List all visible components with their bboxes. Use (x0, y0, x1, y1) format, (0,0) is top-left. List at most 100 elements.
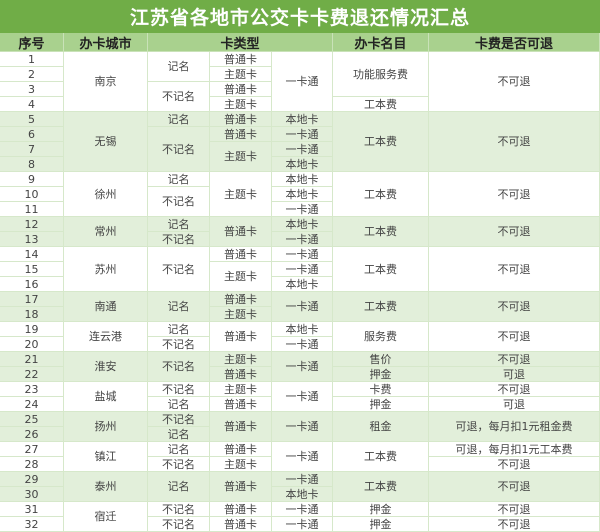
refundable-cell: 不可退 (429, 292, 600, 322)
seq-cell: 10 (0, 187, 64, 202)
table-title: 江苏省各地市公交卡卡费退还情况汇总 (0, 0, 600, 33)
card-kind-cell: 普通卡 (210, 52, 272, 67)
city-cell: 徐州 (64, 172, 148, 217)
registration-cell: 不记名 (148, 337, 210, 352)
registration-cell: 记名 (148, 427, 210, 442)
fee-item-cell: 工本费 (333, 292, 429, 322)
header-seq: 序号 (0, 33, 64, 52)
network-cell: 一卡通 (272, 472, 333, 487)
seq-cell: 26 (0, 427, 64, 442)
seq-cell: 27 (0, 442, 64, 457)
registration-cell: 记名 (148, 292, 210, 322)
network-cell: 本地卡 (272, 217, 333, 232)
fee-item-cell: 服务费 (333, 322, 429, 352)
network-cell: 一卡通 (272, 412, 333, 442)
table-grid: 序号 办卡城市 卡类型 办卡名目 卡费是否可退 1 2 3 4 5 6 7 8 9 10 11 12 1… (0, 33, 600, 532)
fee-item-cell: 租金 (333, 412, 429, 442)
card-kind-cell: 普通卡 (210, 517, 272, 532)
registration-cell: 记名 (148, 172, 210, 187)
registration-cell: 不记名 (148, 502, 210, 517)
card-kind-cell: 普通卡 (210, 127, 272, 142)
registration-cell: 记名 (148, 397, 210, 412)
network-cell: 一卡通 (272, 292, 333, 322)
city-cell: 常州 (64, 217, 148, 247)
registration-cell: 不记名 (148, 247, 210, 292)
card-kind-cell: 普通卡 (210, 82, 272, 97)
refundable-cell: 不可退 (429, 322, 600, 352)
card-kind-cell: 主题卡 (210, 352, 272, 367)
seq-cell: 5 (0, 112, 64, 127)
registration-cell: 不记名 (148, 412, 210, 427)
card-kind-cell: 普通卡 (210, 247, 272, 262)
card-kind-cell: 主题卡 (210, 262, 272, 292)
refundable-cell: 不可退 (429, 457, 600, 472)
network-cell: 本地卡 (272, 157, 333, 172)
city-cell: 无锡 (64, 112, 148, 172)
city-cell: 盐城 (64, 382, 148, 412)
refundable-cell: 不可退 (429, 352, 600, 367)
network-cell: 本地卡 (272, 322, 333, 337)
network-cell: 一卡通 (272, 262, 333, 277)
registration-cell: 记名 (148, 52, 210, 82)
registration-cell: 不记名 (148, 352, 210, 382)
seq-cell: 3 (0, 82, 64, 97)
city-cell: 宿迁 (64, 502, 148, 532)
card-kind-cell: 普通卡 (210, 322, 272, 352)
network-cell: 一卡通 (272, 52, 333, 112)
fee-item-cell: 工本费 (333, 172, 429, 217)
fee-item-cell: 押金 (333, 502, 429, 517)
network-cell: 一卡通 (272, 142, 333, 157)
fee-item-cell: 功能服务费 (333, 52, 429, 97)
network-cell: 一卡通 (272, 442, 333, 472)
seq-cell: 6 (0, 127, 64, 142)
header-fee-item: 办卡名目 (333, 33, 429, 52)
refundable-cell: 不可退 (429, 112, 600, 172)
registration-cell: 不记名 (148, 517, 210, 532)
registration-cell: 不记名 (148, 82, 210, 112)
network-cell: 一卡通 (272, 202, 333, 217)
network-cell: 一卡通 (272, 502, 333, 517)
card-kind-cell: 普通卡 (210, 412, 272, 442)
refundable-cell: 不可退 (429, 247, 600, 292)
fee-item-cell: 售价 (333, 352, 429, 367)
seq-cell: 9 (0, 172, 64, 187)
refundable-cell: 不可退 (429, 472, 600, 502)
registration-cell: 记名 (148, 112, 210, 127)
seq-cell: 4 (0, 97, 64, 112)
refundable-cell: 不可退 (429, 52, 600, 112)
card-kind-cell: 普通卡 (210, 442, 272, 457)
network-cell: 一卡通 (272, 232, 333, 247)
fee-item-cell: 工本费 (333, 247, 429, 292)
seq-cell: 23 (0, 382, 64, 397)
card-kind-cell: 主题卡 (210, 97, 272, 112)
network-cell: 一卡通 (272, 247, 333, 262)
fee-item-cell: 工本费 (333, 217, 429, 247)
refundable-cell: 可退 (429, 367, 600, 382)
network-cell: 一卡通 (272, 337, 333, 352)
refundable-cell: 可退，每月扣1元租金费 (429, 412, 600, 442)
network-cell: 一卡通 (272, 352, 333, 382)
card-kind-cell: 主题卡 (210, 172, 272, 217)
seq-cell: 7 (0, 142, 64, 157)
network-cell: 一卡通 (272, 127, 333, 142)
network-cell: 一卡通 (272, 382, 333, 412)
seq-cell: 15 (0, 262, 64, 277)
card-kind-cell: 普通卡 (210, 472, 272, 502)
card-kind-cell: 主题卡 (210, 142, 272, 172)
seq-cell: 13 (0, 232, 64, 247)
card-kind-cell: 普通卡 (210, 292, 272, 307)
refundable-cell: 可退，每月扣1元工本费 (429, 442, 600, 457)
seq-cell: 20 (0, 337, 64, 352)
fee-item-cell: 卡费 (333, 382, 429, 397)
card-kind-cell: 普通卡 (210, 502, 272, 517)
fee-item-cell: 押金 (333, 397, 429, 412)
seq-cell: 22 (0, 367, 64, 382)
fee-item-cell: 工本费 (333, 442, 429, 472)
network-cell: 本地卡 (272, 112, 333, 127)
network-cell: 本地卡 (272, 487, 333, 502)
card-kind-cell: 主题卡 (210, 382, 272, 397)
city-cell: 淮安 (64, 352, 148, 382)
card-kind-cell: 普通卡 (210, 367, 272, 382)
seq-cell: 2 (0, 67, 64, 82)
